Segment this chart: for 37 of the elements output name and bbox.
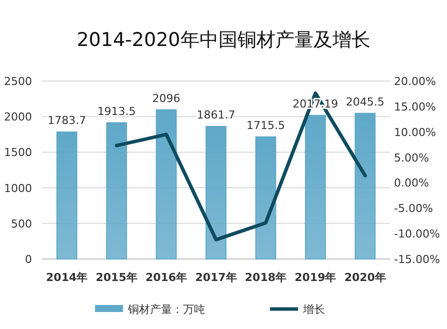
y-tick-label: 0	[25, 253, 32, 266]
x-tick-label: 2019年	[294, 271, 336, 284]
y2-tick-label: -10.00%	[394, 228, 440, 241]
bar	[255, 136, 276, 260]
data-label: 1861.7	[196, 108, 236, 122]
data-label: 1913.5	[97, 104, 136, 118]
y2-tick-label: -5.00%	[394, 202, 433, 216]
x-tick-label: 2020年	[344, 271, 386, 284]
data-label: 1715.5	[246, 118, 285, 132]
y2-tick-label: 0.00%	[394, 176, 429, 190]
y-tick-label: 1000	[4, 182, 32, 195]
x-tick-label: 2014年	[46, 271, 88, 284]
x-tick-label: 2018年	[244, 271, 287, 284]
y-tick-label: 2500	[4, 75, 32, 88]
bar	[206, 126, 226, 260]
y2-tick-label: 15.00%	[394, 100, 436, 114]
y-tick-label: 2000	[4, 110, 32, 124]
bar	[304, 114, 326, 260]
y2-tick-label: 5.00%	[394, 151, 429, 164]
x-tick-label: 2016年	[145, 271, 188, 284]
y-tick-label: 1500	[4, 146, 32, 160]
bar	[156, 109, 177, 260]
bar	[354, 112, 376, 260]
bar	[56, 132, 78, 260]
bar	[106, 122, 128, 260]
data-label: 2045.5	[346, 95, 384, 108]
legend-label: 增长	[302, 303, 325, 316]
y-tick-label: 500	[11, 217, 32, 230]
y2-tick-label: 10.00%	[394, 126, 436, 139]
data-label: 2096	[152, 92, 180, 105]
data-label: 1783.7	[48, 114, 86, 127]
x-tick-label: 2015年	[96, 271, 138, 284]
y2-tick-label: -15.00%	[394, 253, 440, 266]
y2-tick-label: 20.00%	[394, 75, 436, 88]
x-tick-label: 2017年	[195, 271, 237, 284]
chart-title: 2014-2020年中国铜材产量及增长	[76, 29, 370, 51]
legend-label: 铜材产量：万吨	[127, 303, 205, 316]
